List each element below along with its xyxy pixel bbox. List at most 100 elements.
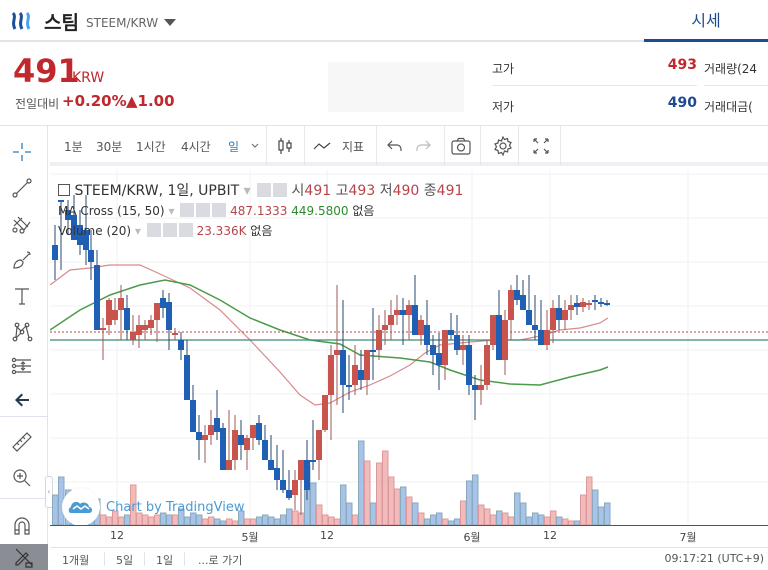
change-percent: +0.20%: [62, 92, 127, 110]
time-tick: 6월: [463, 531, 481, 544]
arrow-left-icon: [15, 393, 29, 407]
trendline-tool[interactable]: [8, 174, 36, 202]
trendline-icon: [12, 178, 32, 198]
prediction-tool[interactable]: [8, 352, 36, 380]
close-value: 491: [436, 183, 464, 199]
interval-1m[interactable]: 1분: [64, 140, 83, 154]
open-value: 491: [304, 183, 332, 199]
brush-icon: [13, 251, 31, 269]
settings-gear-icon[interactable]: [492, 135, 514, 157]
toolbar-divider: [518, 126, 519, 166]
time-tick: 7월: [679, 531, 697, 544]
visibility-icon[interactable]: [257, 183, 272, 197]
pattern-tool[interactable]: [8, 318, 36, 346]
zoom-in-tool[interactable]: [8, 464, 36, 492]
candlestick-chart[interactable]: [50, 170, 768, 525]
steem-logo-icon: [11, 11, 31, 30]
time-axis[interactable]: 12 5월 12 6월 12 7월: [50, 525, 768, 547]
goto-date[interactable]: ...로 가기: [198, 554, 243, 567]
volume-signal: 없음: [250, 224, 273, 238]
sidebar-collapse-handle[interactable]: ‹: [45, 476, 53, 508]
sidebar-divider: [0, 498, 48, 499]
ma-slow-value: 449.5800: [291, 204, 349, 218]
interval-dropdown-icon[interactable]: [250, 142, 260, 150]
toolbar-divider: [304, 126, 305, 166]
ruler-tool[interactable]: [8, 428, 36, 456]
collapse-legend-icon[interactable]: [58, 184, 70, 196]
cloud-logo-icon: [68, 501, 92, 513]
low-value-legend: 490: [392, 183, 420, 199]
toolbar-divider: [266, 126, 267, 166]
visibility-icon[interactable]: [146, 223, 161, 237]
coin-dropdown-icon[interactable]: [164, 19, 176, 26]
camera-icon[interactable]: [450, 135, 472, 157]
redo-icon[interactable]: [412, 135, 434, 157]
range-1month[interactable]: 1개월: [62, 554, 90, 567]
high-label: 고가: [492, 62, 515, 76]
interval-4h[interactable]: 4시간: [181, 140, 211, 154]
undo-icon[interactable]: [384, 135, 406, 157]
low-value: 490: [667, 95, 697, 111]
tab-quote[interactable]: 시세: [644, 0, 768, 42]
interval-1d[interactable]: 일: [228, 140, 240, 154]
series-settings-icon[interactable]: [273, 183, 288, 197]
range-divider: [144, 552, 145, 566]
time-tick: 12: [320, 529, 334, 542]
pitchfork-tool[interactable]: [8, 210, 36, 238]
magnet-tool[interactable]: [8, 512, 36, 540]
time-tick: 5월: [241, 531, 259, 544]
price-chart[interactable]: STEEM/KRW, 1일, UPBIT ▾ 시491 고493 저490 종4…: [50, 170, 768, 525]
visibility-icon[interactable]: [180, 203, 195, 217]
candlestick-type-icon[interactable]: [274, 135, 296, 157]
change-absolute: ▲1.00: [126, 92, 175, 110]
fullscreen-icon[interactable]: [530, 135, 552, 157]
text-icon: [15, 288, 29, 305]
indicators-button[interactable]: 지표: [342, 140, 365, 154]
range-1day[interactable]: 1일: [156, 554, 174, 567]
high-value: 493: [667, 57, 697, 73]
tradingview-watermark[interactable]: Chart by TradingView: [62, 488, 244, 525]
ma-cross-label: MA Cross (15, 50): [58, 204, 165, 218]
stat-high: 고가 493: [492, 48, 697, 86]
ma-cross-legend: MA Cross (15, 50) ▾ 487.1333 449.5800 없음: [58, 203, 375, 218]
stat-low: 저가 490: [492, 86, 697, 124]
volume-value: 23.336K: [196, 224, 247, 238]
remove-indicator-icon[interactable]: [178, 223, 193, 237]
stat-amount: 거래대금(: [704, 86, 768, 124]
volume-legend: Volume (20) ▾ 23.336K 없음: [58, 223, 273, 238]
hide-drawings-tool[interactable]: [8, 386, 36, 414]
time-tick: 12: [543, 529, 557, 542]
clock: 09:17:21 (UTC+9): [664, 552, 764, 565]
zoom-in-icon: [13, 469, 31, 487]
price-unit: KRW: [72, 70, 105, 86]
lock-drawings-tool[interactable]: [0, 544, 48, 570]
range-bar: 1개월 5일 1일 ...로 가기 09:17:21 (UTC+9): [50, 547, 768, 570]
drawing-toolbar: [0, 126, 48, 570]
stat-volume: 거래량(24: [704, 48, 768, 86]
sidebar-divider: [0, 416, 48, 417]
remove-indicator-icon[interactable]: [212, 203, 227, 217]
range-5days[interactable]: 5일: [116, 554, 134, 567]
change-label: 전일대비: [15, 97, 60, 111]
tradingview-logo: [62, 488, 100, 525]
chart-legend-main: STEEM/KRW, 1일, UPBIT ▾ 시491 고493 저490 종4…: [58, 180, 463, 200]
brush-tool[interactable]: [8, 246, 36, 274]
crosshair-icon: [13, 143, 31, 161]
text-tool[interactable]: [8, 282, 36, 310]
measure-lines-icon: [11, 357, 31, 375]
toolbar-divider: [560, 126, 561, 166]
interval-30m[interactable]: 30분: [96, 140, 123, 154]
range-divider: [104, 552, 105, 566]
interval-1h[interactable]: 1시간: [136, 140, 166, 154]
indicator-settings-icon[interactable]: [196, 203, 211, 217]
watermark-text: Chart by TradingView: [106, 499, 245, 515]
toolbar-divider: [480, 126, 481, 166]
ma-signal: 없음: [352, 204, 375, 218]
crosshair-tool[interactable]: [8, 138, 36, 166]
indicators-icon[interactable]: [312, 135, 334, 157]
mini-chart-placeholder: [328, 62, 464, 112]
symbol-label: STEEM/KRW, 1일, UPBIT: [74, 183, 240, 199]
indicator-settings-icon[interactable]: [162, 223, 177, 237]
high-value-legend: 493: [348, 183, 376, 199]
toolbar-divider: [376, 126, 377, 166]
